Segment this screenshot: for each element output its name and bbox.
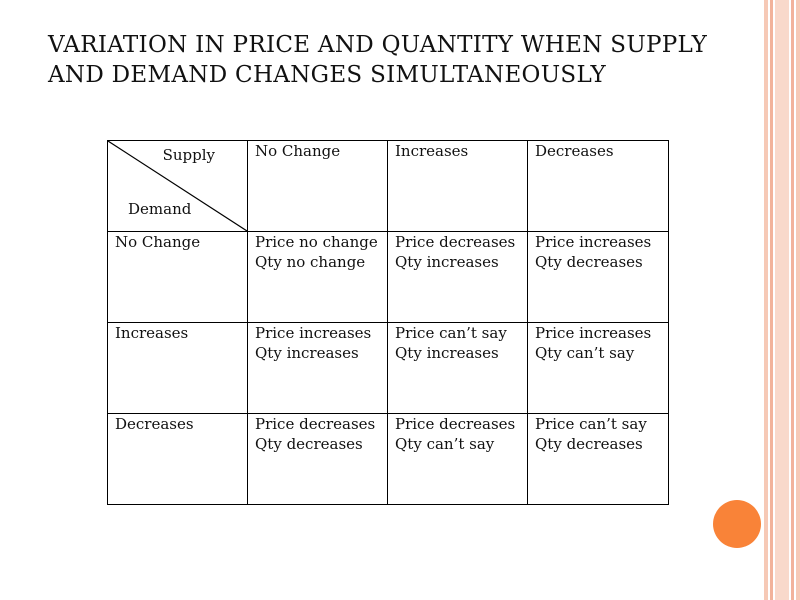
- qty-text: Qty increases: [395, 344, 499, 362]
- diagonal-divider: [108, 141, 247, 231]
- table-row: Increases Price increases Qty increases P…: [107, 322, 669, 414]
- decorative-stripe: [770, 0, 773, 600]
- price-text: Price increases: [535, 324, 652, 342]
- price-text: Price increases: [535, 233, 652, 251]
- accent-circle: [713, 500, 761, 548]
- table-cell: Price increases Qty increases: [247, 322, 388, 414]
- qty-text: Qty decreases: [535, 435, 643, 453]
- table-cell: Price decreases Qty increases: [387, 231, 528, 323]
- qty-text: Qty decreases: [255, 435, 363, 453]
- row-header: No Change: [107, 231, 248, 323]
- corner-cell: Supply Demand: [107, 140, 248, 232]
- supply-demand-table: Supply Demand No Change Increases Decrea…: [107, 140, 669, 505]
- qty-text: Qty decreases: [535, 253, 643, 271]
- table-cell: Price no change Qty no change: [247, 231, 388, 323]
- table-cell: Price increases Qty decreases: [527, 231, 669, 323]
- table-header-row: Supply Demand No Change Increases Decrea…: [107, 140, 669, 232]
- table-cell: Price can’t say Qty increases: [387, 322, 528, 414]
- column-header: No Change: [247, 140, 388, 232]
- column-header: Increases: [387, 140, 528, 232]
- qty-text: Qty no change: [255, 253, 366, 271]
- qty-text: Qty can’t say: [535, 344, 635, 362]
- corner-label-demand: Demand: [128, 200, 192, 218]
- decorative-stripe: [796, 0, 800, 600]
- qty-text: Qty can’t say: [395, 435, 495, 453]
- price-text: Price decreases: [395, 415, 516, 433]
- column-header: Decreases: [527, 140, 669, 232]
- price-text: Price decreases: [255, 415, 376, 433]
- row-header: Increases: [107, 322, 248, 414]
- table-cell: Price decreases Qty can’t say: [387, 413, 528, 505]
- price-text: Price increases: [255, 324, 372, 342]
- corner-label-supply: Supply: [162, 146, 215, 164]
- table-cell: Price increases Qty can’t say: [527, 322, 669, 414]
- table-row: No Change Price no change Qty no change P…: [107, 231, 669, 323]
- qty-text: Qty increases: [395, 253, 499, 271]
- qty-text: Qty increases: [255, 344, 359, 362]
- price-text: Price no change: [255, 233, 378, 251]
- decorative-stripe: [775, 0, 789, 600]
- decorative-stripe: [791, 0, 794, 600]
- slide-title: VARIATION IN PRICE AND QUANTITY WHEN SUP…: [48, 32, 708, 88]
- decorative-stripe: [764, 0, 768, 600]
- row-header: Decreases: [107, 413, 248, 505]
- price-text: Price can’t say: [395, 324, 507, 342]
- table-row: Decreases Price decreases Qty decreases P…: [107, 413, 669, 505]
- table-cell: Price decreases Qty decreases: [247, 413, 388, 505]
- table-cell: Price can’t say Qty decreases: [527, 413, 669, 505]
- price-text: Price decreases: [395, 233, 516, 251]
- price-text: Price can’t say: [535, 415, 647, 433]
